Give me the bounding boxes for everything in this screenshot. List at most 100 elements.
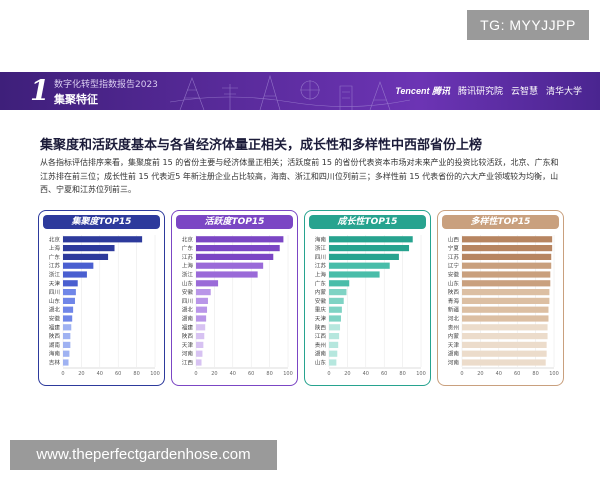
tick-label: 100 xyxy=(283,371,293,377)
partner-logo: 云智慧 xyxy=(510,87,538,97)
category-label: 浙江 xyxy=(182,271,194,279)
bar xyxy=(196,262,264,269)
tick-label: 100 xyxy=(416,371,426,377)
bar xyxy=(462,359,546,366)
tick-label: 80 xyxy=(532,371,538,377)
chart-panel-diversity: 多样性TOP15 山西 宁夏 江苏 辽宁 安徽 山东 陕西 青海 新疆 河北 贵州 内蒙 天津 湖南 河南 0… xyxy=(437,210,564,386)
tick-label: 20 xyxy=(211,371,217,377)
category-label: 江苏 xyxy=(49,262,61,270)
chart-title: 活跃度TOP15 xyxy=(176,215,293,229)
category-label: 河北 xyxy=(448,315,460,323)
tick-label: 80 xyxy=(266,371,272,377)
bar xyxy=(63,350,70,357)
bar xyxy=(196,359,202,366)
chart-title: 成长性TOP15 xyxy=(309,215,426,229)
bar xyxy=(329,324,341,331)
banner-decoration xyxy=(170,74,410,110)
bar xyxy=(329,306,342,313)
bar xyxy=(63,333,71,340)
section-title: 集聚特征 xyxy=(54,93,98,106)
bar xyxy=(196,350,203,357)
bar xyxy=(63,324,72,331)
bar xyxy=(462,324,548,331)
category-label: 北京 xyxy=(49,235,61,243)
category-label: 广东 xyxy=(315,279,327,287)
bar xyxy=(63,280,78,287)
tick-label: 100 xyxy=(150,371,160,377)
bar xyxy=(462,289,550,296)
category-label: 海南 xyxy=(315,235,327,243)
tick-label: 0 xyxy=(61,371,64,377)
category-label: 湖南 xyxy=(49,341,61,349)
tick-label: 80 xyxy=(399,371,405,377)
bar xyxy=(329,236,413,243)
category-label: 宁夏 xyxy=(448,244,460,252)
tick-label: 40 xyxy=(230,371,236,377)
tick-label: 0 xyxy=(460,371,463,377)
bar xyxy=(196,315,207,322)
category-label: 新疆 xyxy=(448,306,460,314)
section-banner: 1 数字化转型指数报告2023 集聚特征 Tencent 腾讯 腾讯研究院 云智… xyxy=(0,72,600,110)
bar xyxy=(63,341,71,348)
bar xyxy=(329,271,380,278)
tencent-logo: Tencent 腾讯 xyxy=(395,86,450,96)
category-label: 江苏 xyxy=(315,262,327,270)
bar xyxy=(462,245,553,252)
bar xyxy=(329,359,337,366)
tick-label: 100 xyxy=(549,371,559,377)
category-label: 北京 xyxy=(182,235,194,243)
category-label: 四川 xyxy=(49,289,60,296)
category-label: 山西 xyxy=(448,235,460,243)
category-label: 湖南 xyxy=(448,350,460,358)
bar xyxy=(329,245,410,252)
bar xyxy=(196,306,208,313)
category-label: 辽宁 xyxy=(448,262,460,270)
bar xyxy=(329,341,339,348)
bar xyxy=(63,359,69,366)
bar xyxy=(196,341,204,348)
category-label: 安徽 xyxy=(315,297,327,305)
bar xyxy=(329,333,340,340)
university-logo: 清华大学 xyxy=(545,87,582,97)
bar xyxy=(63,315,73,322)
partner-logos: Tencent 腾讯 腾讯研究院 云智慧 清华大学 xyxy=(395,84,582,97)
category-label: 湖北 xyxy=(49,306,61,314)
bar xyxy=(462,306,549,313)
chart-panel-growth: 成长性TOP15 海南 浙江 四川 江苏 上海 广东 内蒙 安徽 重庆 天津 陕西 江西 贵州 湖南 山东 0… xyxy=(304,210,431,386)
category-label: 天津 xyxy=(182,342,194,349)
bar xyxy=(329,253,399,260)
category-label: 天津 xyxy=(315,316,327,323)
tick-label: 60 xyxy=(514,371,520,377)
category-label: 陕西 xyxy=(49,332,61,340)
tick-label: 40 xyxy=(363,371,369,377)
category-label: 湖北 xyxy=(182,306,194,314)
category-label: 上海 xyxy=(182,262,194,270)
category-label: 海南 xyxy=(49,350,61,358)
category-label: 江苏 xyxy=(182,253,194,261)
bar xyxy=(462,315,549,322)
category-label: 陕西 xyxy=(315,323,327,331)
bar xyxy=(329,315,341,322)
bar xyxy=(196,297,208,304)
category-label: 四川 xyxy=(182,298,193,305)
category-label: 山东 xyxy=(448,279,460,287)
category-label: 福建 xyxy=(182,323,194,331)
page-headline: 集聚度和活跃度基本与各省经济体量正相关，成长性和多样性中西部省份上榜 xyxy=(40,138,483,153)
watermark-top: TG: MYYJJPP xyxy=(467,10,589,40)
bar xyxy=(63,236,143,243)
category-label: 安徽 xyxy=(448,271,460,279)
category-label: 吉林 xyxy=(49,359,61,367)
watermark-bottom: www.theperfectgardenhose.com xyxy=(10,440,277,470)
category-label: 山东 xyxy=(182,279,194,287)
bar xyxy=(196,280,219,287)
category-label: 江西 xyxy=(182,360,194,367)
category-label: 广东 xyxy=(182,244,194,252)
bar xyxy=(462,297,550,304)
chart-title: 集聚度TOP15 xyxy=(43,215,160,229)
bar xyxy=(63,253,109,260)
tick-label: 20 xyxy=(344,371,350,377)
category-label: 上海 xyxy=(49,244,61,252)
